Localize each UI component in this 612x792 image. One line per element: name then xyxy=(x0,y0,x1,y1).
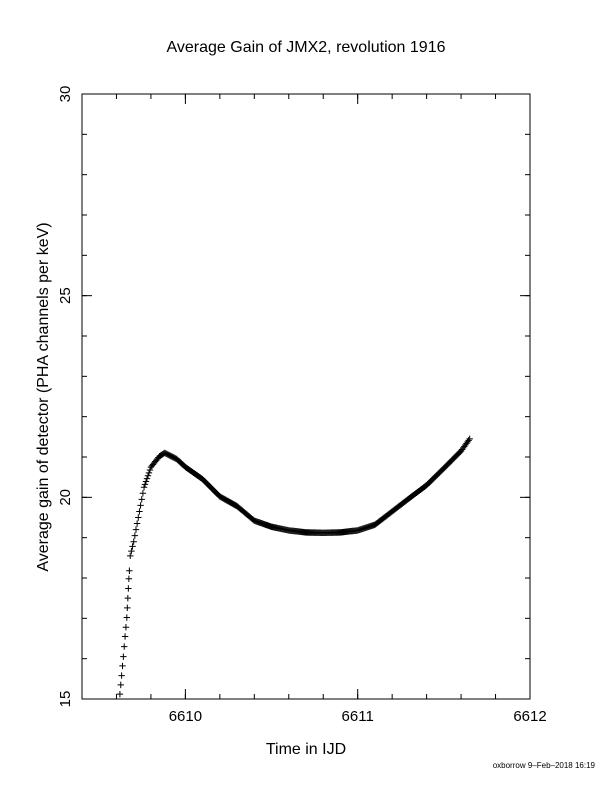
data-point xyxy=(130,538,137,545)
data-point xyxy=(144,472,152,479)
data-point xyxy=(128,547,135,555)
data-point xyxy=(121,643,128,650)
data-point xyxy=(116,690,124,698)
data-point xyxy=(138,496,145,503)
y-tick-label: 30 xyxy=(57,86,74,103)
data-point xyxy=(124,604,131,612)
data-series xyxy=(116,435,473,698)
x-tick-label: 6611 xyxy=(342,708,374,725)
data-point xyxy=(126,567,133,574)
data-point xyxy=(117,681,124,689)
data-point xyxy=(123,614,130,621)
data-point xyxy=(137,502,144,509)
x-axis-label: Time in IJD xyxy=(266,741,346,758)
data-point xyxy=(135,514,142,521)
y-axis-label: Average gain of detector (PHA channels p… xyxy=(35,222,52,571)
y-tick-label: 15 xyxy=(57,691,74,708)
y-tick-label: 20 xyxy=(57,489,74,506)
data-point xyxy=(124,594,132,602)
x-tick-label: 6612 xyxy=(513,708,546,725)
plot-frame xyxy=(81,93,531,700)
data-point xyxy=(118,672,125,679)
data-point xyxy=(121,633,129,640)
data-point xyxy=(119,662,126,670)
data-point xyxy=(125,585,132,592)
data-point xyxy=(131,532,139,539)
data-point xyxy=(146,466,154,474)
data-point xyxy=(142,478,150,485)
data-point xyxy=(140,484,148,491)
data-point xyxy=(127,552,134,560)
y-axis: 15 20 25 30 xyxy=(57,86,530,708)
data-point xyxy=(133,520,141,527)
x-axis: 6610 6611 6612 xyxy=(81,94,547,725)
x-tick-label: 6610 xyxy=(169,708,202,725)
data-point xyxy=(139,490,147,497)
data-point xyxy=(132,526,140,533)
footer-stamp: oxborrow 9–Feb–2018 16:19 xyxy=(492,761,595,770)
data-point xyxy=(141,481,149,488)
data-point xyxy=(122,624,130,631)
data-point xyxy=(143,475,151,482)
data-point xyxy=(129,543,136,550)
data-point xyxy=(145,469,153,477)
data-point xyxy=(120,653,127,660)
data-point xyxy=(466,435,473,443)
y-tick-label: 25 xyxy=(57,287,74,304)
data-point xyxy=(136,508,143,515)
chart-title: Average Gain of JMX2, revolution 1916 xyxy=(167,39,446,56)
data-point xyxy=(125,575,133,583)
data-point xyxy=(465,437,472,444)
